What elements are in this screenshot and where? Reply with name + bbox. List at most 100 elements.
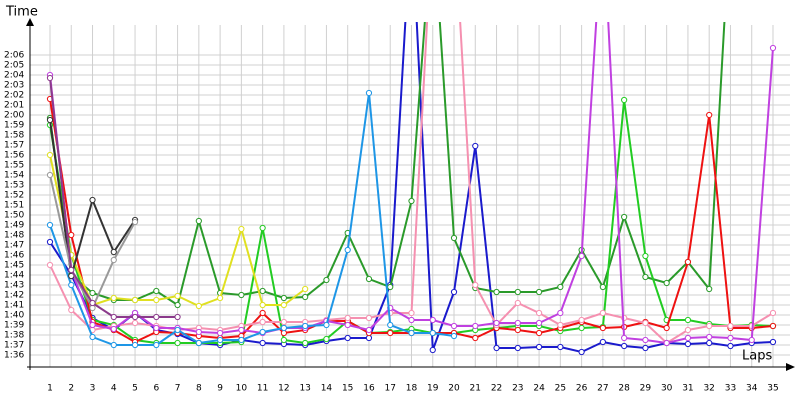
- point: [578, 324, 585, 332]
- y-tick-label: 1:37: [4, 341, 24, 351]
- point: [599, 324, 606, 332]
- y-tick-label: 1:47: [4, 241, 24, 251]
- point: [387, 329, 394, 337]
- x-axis-title: Laps: [742, 349, 772, 364]
- x-tick-label: 27: [597, 384, 608, 394]
- point: [514, 344, 521, 352]
- y-tick-label: 1:53: [4, 181, 24, 191]
- x-tick-label: 13: [299, 384, 310, 394]
- x-tick-label: 19: [427, 384, 439, 394]
- point: [365, 334, 373, 342]
- y-tick-label: 1:43: [4, 281, 24, 291]
- point: [153, 341, 160, 349]
- point: [46, 151, 54, 159]
- point: [259, 328, 266, 336]
- point: [769, 322, 777, 330]
- point: [514, 326, 521, 334]
- point: [684, 316, 692, 324]
- point: [280, 336, 288, 344]
- y-tick-label: 2:01: [4, 101, 24, 111]
- point: [557, 343, 564, 351]
- point: [769, 44, 777, 52]
- point: [535, 309, 543, 317]
- point: [663, 324, 670, 332]
- point: [408, 316, 415, 324]
- point: [621, 342, 628, 350]
- point: [344, 321, 351, 329]
- x-tick-label: 8: [196, 384, 202, 394]
- point: [238, 225, 245, 233]
- point: [280, 329, 288, 337]
- point: [110, 325, 117, 333]
- point: [344, 314, 351, 322]
- y-tick-label: 2:05: [4, 61, 24, 71]
- point: [365, 89, 373, 97]
- point: [493, 288, 500, 296]
- x-tick-label: 20: [448, 384, 460, 394]
- point: [217, 294, 224, 302]
- point: [195, 328, 202, 336]
- point: [365, 326, 373, 334]
- point: [514, 288, 521, 296]
- point: [365, 275, 373, 283]
- x-tick-label: 3: [90, 384, 96, 394]
- point: [408, 197, 415, 205]
- y-tick-label: 1:54: [4, 171, 24, 181]
- point: [110, 341, 117, 349]
- point: [68, 266, 75, 274]
- x-tick-label: 4: [111, 384, 117, 394]
- point: [621, 334, 628, 342]
- point: [727, 322, 734, 330]
- point: [131, 319, 139, 327]
- y-axis-title: Time: [5, 5, 38, 20]
- x-tick-label: 7: [175, 384, 181, 394]
- y-tick-label: 1:41: [4, 301, 24, 311]
- x-tick-label: 30: [661, 384, 673, 394]
- x-tick-label: 14: [321, 384, 333, 394]
- x-tick-label: 29: [640, 384, 652, 394]
- point: [46, 221, 54, 229]
- point: [684, 340, 692, 348]
- point: [302, 293, 309, 301]
- point: [408, 309, 415, 317]
- y-tick-label: 2:04: [4, 71, 24, 81]
- x-tick-label: 21: [470, 384, 481, 394]
- x-tick-label: 28: [618, 384, 630, 394]
- y-tick-label: 1:48: [4, 231, 24, 241]
- point: [642, 344, 649, 352]
- point: [280, 301, 288, 309]
- x-tick-label: 18: [406, 384, 418, 394]
- y-tick-label: 1:45: [4, 261, 24, 271]
- y-tick-label: 1:58: [4, 131, 24, 141]
- series-area: [46, 22, 777, 356]
- point: [535, 319, 543, 327]
- point: [450, 332, 458, 340]
- point: [769, 338, 777, 346]
- point: [238, 326, 245, 334]
- point: [748, 336, 755, 344]
- point: [174, 313, 181, 321]
- x-tick-label: 5: [132, 384, 138, 394]
- y-tick-label: 1:39: [4, 321, 24, 331]
- point: [89, 289, 96, 297]
- point: [663, 339, 670, 347]
- point: [131, 341, 139, 349]
- point: [195, 339, 202, 347]
- point: [535, 288, 543, 296]
- y-tick-label: 1:52: [4, 191, 24, 201]
- point: [46, 116, 54, 124]
- point: [89, 333, 96, 341]
- point: [514, 319, 521, 327]
- point: [110, 313, 117, 321]
- point: [68, 281, 75, 289]
- x-tick-label: 25: [555, 384, 566, 394]
- point: [408, 329, 415, 337]
- point: [110, 256, 117, 264]
- point: [599, 309, 606, 317]
- point: [450, 288, 458, 296]
- point: [642, 336, 649, 344]
- point: [706, 322, 713, 330]
- y-tick-label: 1:59: [4, 121, 24, 131]
- point: [174, 292, 181, 300]
